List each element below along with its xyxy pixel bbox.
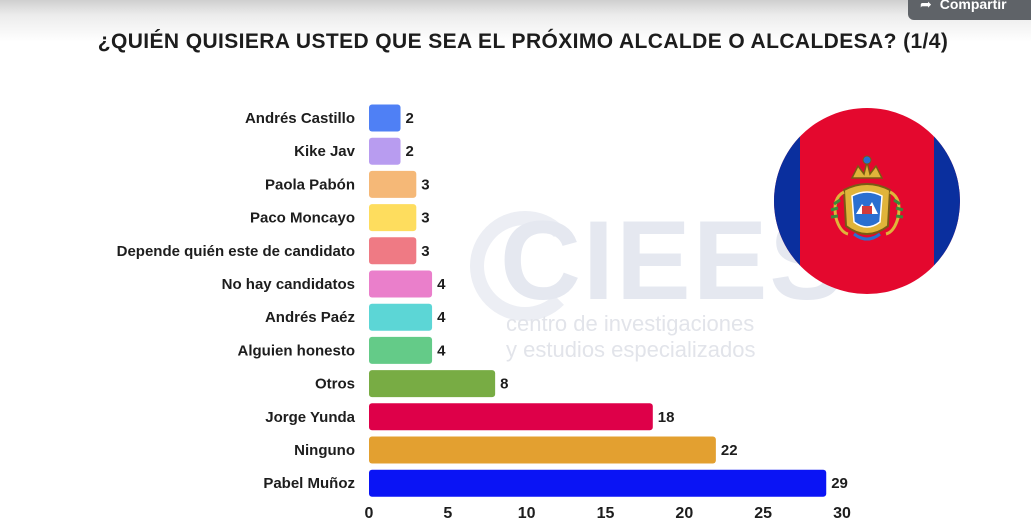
data-label: 3 (421, 210, 429, 227)
data-label: 18 (658, 409, 675, 426)
x-tick-label: 5 (443, 505, 452, 522)
bar (369, 104, 401, 132)
x-tick-label: 10 (518, 505, 536, 522)
bar (369, 270, 433, 298)
data-label: 22 (721, 442, 738, 459)
category-label: Paco Moncayo (250, 210, 355, 227)
category-label: Paola Pabón (265, 176, 355, 193)
category-label: Ninguno (294, 442, 355, 459)
category-label: Andrés Castillo (245, 110, 355, 127)
category-label: Kike Jav (294, 143, 356, 160)
x-tick-label: 25 (754, 505, 772, 522)
share-button[interactable]: ➦ Compartir (908, 0, 1031, 20)
data-label: 4 (437, 276, 446, 293)
x-tick-label: 15 (597, 505, 615, 522)
category-label: Otros (315, 376, 355, 393)
top-fade (0, 0, 1031, 60)
coat-of-arms-icon (830, 155, 904, 241)
x-tick-label: 0 (365, 505, 374, 522)
bar (369, 237, 417, 265)
x-tick-label: 20 (675, 505, 693, 522)
share-arrow-icon: ➦ (920, 0, 932, 12)
emblem-stripe-left (774, 108, 800, 294)
category-label: Pabel Muñoz (263, 475, 355, 492)
x-tick-label: 30 (833, 505, 851, 522)
category-label: Alguien honesto (238, 342, 356, 359)
category-label: Depende quién este de candidato (117, 243, 355, 260)
quito-flag-emblem-icon (774, 108, 960, 294)
bar (369, 204, 417, 232)
category-label: No hay candidatos (222, 276, 355, 293)
data-label: 3 (421, 176, 429, 193)
share-label: Compartir (939, 0, 1007, 12)
bar (369, 170, 417, 198)
category-label: Jorge Yunda (265, 409, 355, 426)
bar (369, 137, 401, 165)
data-label: 2 (406, 143, 414, 160)
bar (369, 436, 716, 464)
category-label: Andrés Paéz (265, 309, 355, 326)
x-axis: 0 5 10 15 20 25 30 (365, 505, 851, 522)
data-label: 4 (437, 309, 446, 326)
bar (369, 370, 496, 398)
bar (369, 403, 653, 431)
data-label: 8 (500, 376, 508, 393)
data-label: 2 (406, 110, 414, 127)
bar (369, 469, 827, 497)
bar (369, 303, 433, 331)
data-label: 3 (421, 243, 429, 260)
data-label: 29 (831, 475, 848, 492)
data-label: 4 (437, 342, 446, 359)
bar (369, 336, 433, 364)
emblem-stripe-right (934, 108, 960, 294)
bars-layer: Andrés Castillo 2 Kike Jav 2 Paola Pabón 3 Pac… (117, 104, 848, 497)
chart-title: ¿QUIÉN QUISIERA USTED QUE SEA EL PRÓXIMO… (97, 30, 949, 53)
